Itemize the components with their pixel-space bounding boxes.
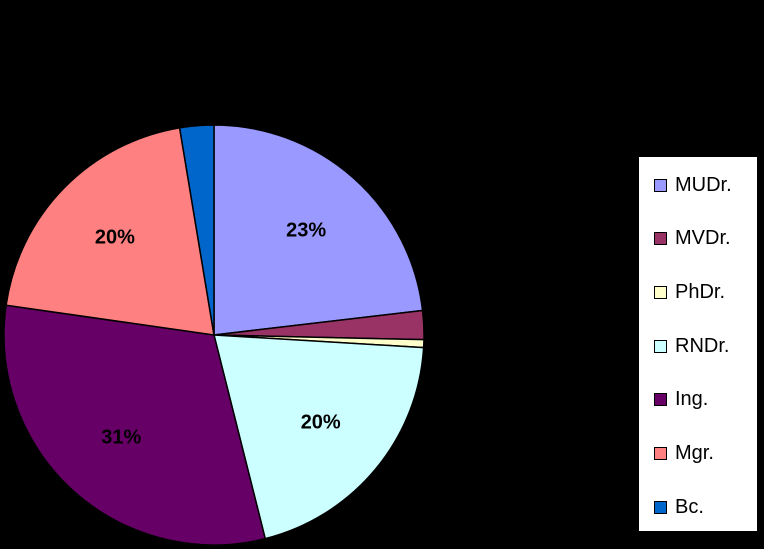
legend-swatch (654, 232, 667, 246)
legend-label: PhDr. (675, 280, 726, 303)
pie-slice-mgr (5, 126, 215, 336)
legend-item-ing: Ing. (654, 388, 708, 412)
legend-item-phdr: PhDr. (654, 280, 725, 304)
data-label-mudr: 23% (286, 220, 326, 242)
legend-item-mvdr: MVDr. (654, 227, 731, 251)
pie-data-labels: 23% 20% 31% 20% (95, 220, 341, 449)
legend-item-bc: Bc. (654, 495, 704, 519)
legend-swatch (654, 393, 667, 407)
legend-swatch (654, 500, 667, 514)
data-label-mgr: 20% (95, 226, 135, 248)
pie-slices (3, 124, 425, 546)
pie-slice-bc (178, 124, 215, 336)
legend: MUDr. MVDr. PhDr. RNDr. Ing. Mgr. Bc. (638, 156, 758, 532)
pie-slice-mudr (213, 124, 424, 336)
legend-label: MVDr. (675, 227, 731, 250)
data-label-ing: 31% (101, 426, 141, 448)
legend-item-rndr: RNDr. (654, 334, 729, 358)
pie-slice-rndr (213, 334, 425, 540)
legend-label: Ing. (675, 388, 709, 411)
legend-item-mudr: MUDr. (654, 173, 732, 197)
legend-swatch (654, 285, 667, 299)
legend-label: Bc. (675, 495, 704, 518)
legend-label: RNDr. (675, 334, 730, 357)
legend-label: MUDr. (675, 173, 732, 196)
legend-label: Mgr. (675, 442, 714, 464)
legend-swatch (654, 178, 667, 192)
data-label-rndr: 20% (301, 412, 341, 434)
pie-slice-ing (3, 304, 267, 546)
legend-item-mgr: Mgr. (654, 442, 714, 466)
legend-swatch (654, 339, 667, 353)
legend-swatch (654, 447, 667, 460)
